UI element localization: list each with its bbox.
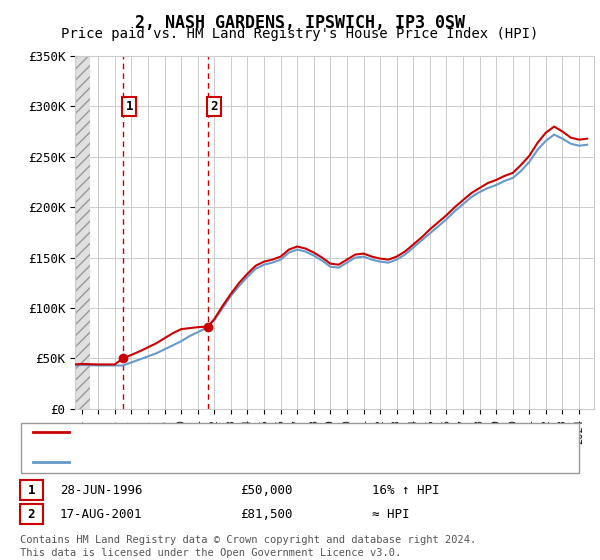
Text: 16% ↑ HPI: 16% ↑ HPI xyxy=(372,483,439,497)
Text: 2, NASH GARDENS, IPSWICH, IP3 0SW (semi-detached house): 2, NASH GARDENS, IPSWICH, IP3 0SW (semi-… xyxy=(75,427,446,437)
Text: HPI: Average price, semi-detached house, Ipswich: HPI: Average price, semi-detached house,… xyxy=(75,457,399,467)
Text: Price paid vs. HM Land Registry's House Price Index (HPI): Price paid vs. HM Land Registry's House … xyxy=(61,27,539,41)
Text: This data is licensed under the Open Government Licence v3.0.: This data is licensed under the Open Gov… xyxy=(20,548,401,558)
Bar xyxy=(75,56,90,409)
Text: 1: 1 xyxy=(28,483,35,497)
Text: 28-JUN-1996: 28-JUN-1996 xyxy=(60,483,143,497)
Text: 1: 1 xyxy=(125,100,133,113)
Text: £50,000: £50,000 xyxy=(240,483,293,497)
Text: ≈ HPI: ≈ HPI xyxy=(372,507,409,521)
Text: 2: 2 xyxy=(28,507,35,521)
Text: £81,500: £81,500 xyxy=(240,507,293,521)
Text: Contains HM Land Registry data © Crown copyright and database right 2024.: Contains HM Land Registry data © Crown c… xyxy=(20,535,476,545)
Text: 2, NASH GARDENS, IPSWICH, IP3 0SW: 2, NASH GARDENS, IPSWICH, IP3 0SW xyxy=(135,14,465,32)
Text: 17-AUG-2001: 17-AUG-2001 xyxy=(60,507,143,521)
Text: 2: 2 xyxy=(211,100,218,113)
